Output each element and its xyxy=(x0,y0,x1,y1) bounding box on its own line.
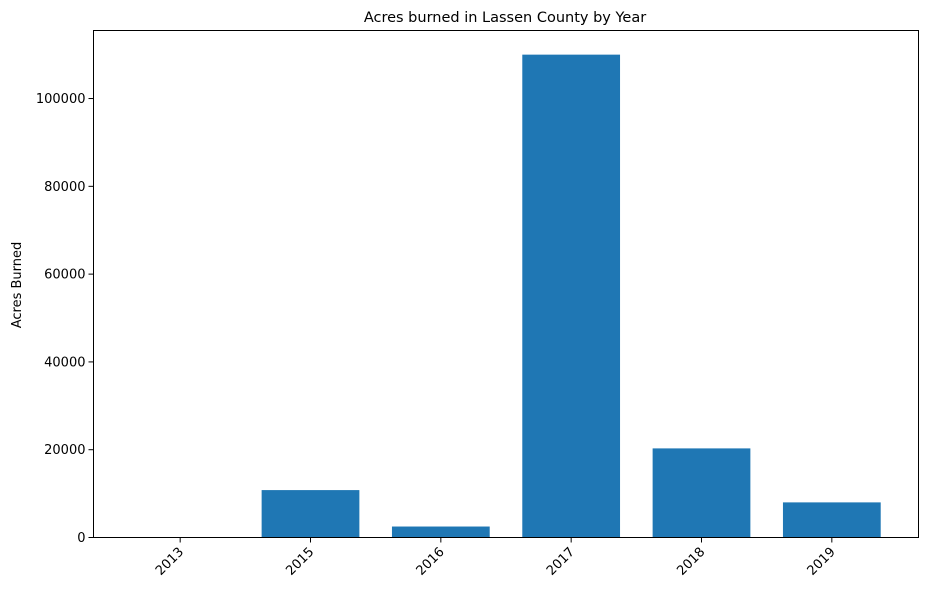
bar-series xyxy=(131,54,881,538)
x-tick-label: 2018 xyxy=(674,545,708,579)
bar-2018 xyxy=(652,448,751,538)
x-tick-label: 2016 xyxy=(414,545,448,579)
x-axis-ticks: 2013 2015 2016 2017 2018 2019 xyxy=(153,537,839,579)
x-tick-label: 2013 xyxy=(153,545,187,579)
y-axis-label: Acres Burned xyxy=(10,242,25,329)
axes-frame xyxy=(93,30,919,538)
y-tick-label: 80000 xyxy=(44,180,85,195)
chart-title: Acres burned in Lassen County by Year xyxy=(364,10,646,26)
bar-2016 xyxy=(391,526,490,538)
bar-2019 xyxy=(782,502,881,538)
y-tick-label: 40000 xyxy=(44,355,85,370)
x-tick-label: 2017 xyxy=(544,545,578,579)
x-tick-label: 2019 xyxy=(805,545,839,579)
y-tick-label: 0 xyxy=(77,531,85,546)
x-tick-label: 2015 xyxy=(283,545,317,579)
y-tick-label: 60000 xyxy=(44,268,85,283)
y-tick-label: 100000 xyxy=(36,92,86,107)
y-tick-label: 20000 xyxy=(44,443,85,458)
bar-2017 xyxy=(522,54,621,538)
y-axis-ticks: 0 20000 40000 60000 80000 100000 xyxy=(36,92,94,546)
bar-2015 xyxy=(261,490,360,538)
